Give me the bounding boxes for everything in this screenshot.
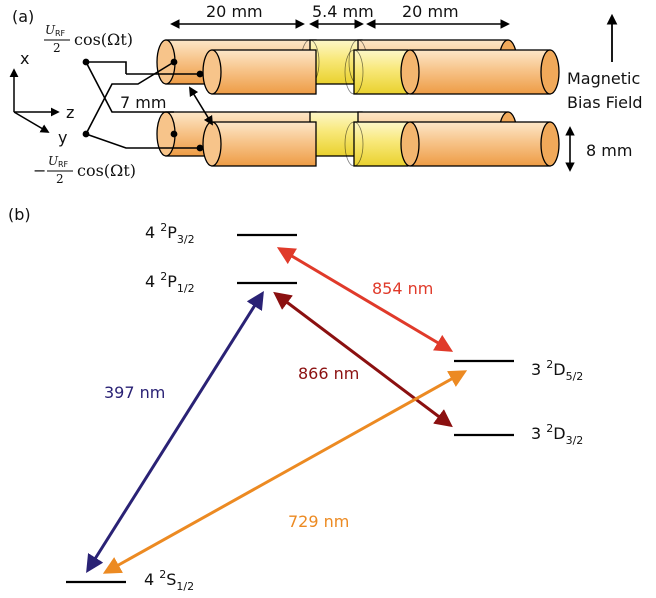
transition-arrow-397 [86,290,264,574]
svg-text:cos(Ωt): cos(Ωt) [74,30,133,49]
level-label-p12: 4 2P1/2 [145,270,195,295]
transition-arrow-866 [273,291,453,428]
rf-wiring [82,58,204,152]
svg-text:−: − [33,161,46,180]
dim-left-label: 20 mm [206,2,263,21]
axis-x-label: x [20,49,29,68]
level-label-p32: 4 2P3/2 [145,221,195,246]
electrode-bottom-front [202,121,560,167]
svg-text:U: U [45,23,56,37]
field-label-line1: Magnetic [567,69,640,88]
dim-right-label: 20 mm [402,2,459,21]
transition-arrow-729 [102,370,468,574]
svg-text:2: 2 [56,172,64,186]
svg-text:U: U [48,154,59,168]
voltage-bottom-label: − U RF 2 cos(Ωt) [33,154,136,186]
transition-label-866: 866 nm [298,364,359,383]
panel-b-label: (b) [8,205,31,224]
dimension-markers: 20 mm 5.4 mm 20 mm 7 mm 8 mm [120,2,632,172]
dim-diameter-label: 8 mm [586,141,632,160]
level-label-s12: 4 2S1/2 [144,568,194,593]
svg-text:RF: RF [58,160,69,169]
magnetic-field-indicator: Magnetic Bias Field [567,13,643,112]
electrode-rods [156,39,560,167]
svg-text:cos(Ωt): cos(Ωt) [77,161,136,180]
coordinate-axes: x z y [9,49,74,147]
transition-label-397: 397 nm [104,383,165,402]
svg-text:2: 2 [53,41,61,55]
transition-label-854: 854 nm [372,279,433,298]
dim-gap-label: 7 mm [120,93,166,112]
level-label-d52: 3 2D5/2 [531,358,583,383]
field-label-line2: Bias Field [567,93,643,112]
axis-y-label: y [58,128,67,147]
dim-mid-label: 5.4 mm [312,2,374,21]
axis-z-label: z [66,103,74,122]
svg-text:RF: RF [55,29,66,38]
level-label-d32: 3 2D3/2 [531,422,583,447]
transition-arrow-854 [276,247,454,352]
panel-a-label: (a) [12,7,34,26]
voltage-top-label: U RF 2 cos(Ωt) [44,23,133,55]
transition-label-729: 729 nm [288,512,349,531]
electrode-top-front [202,49,560,95]
